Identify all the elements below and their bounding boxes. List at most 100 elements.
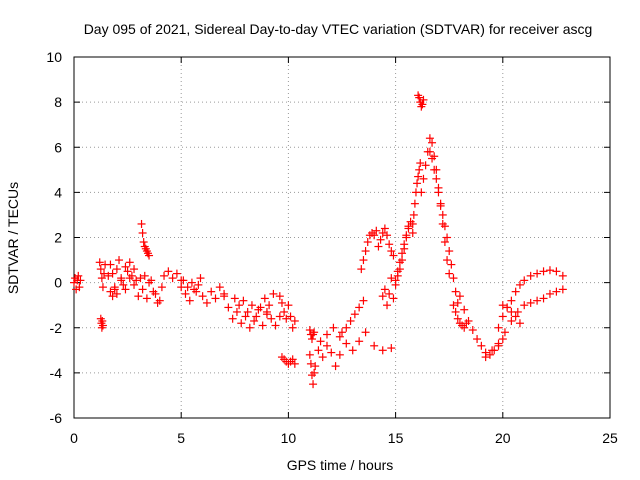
data-point <box>451 287 460 296</box>
data-point <box>402 231 411 240</box>
data-point <box>376 235 385 244</box>
data-point <box>307 335 316 344</box>
data-point <box>117 276 126 285</box>
data-point <box>125 274 134 283</box>
data-point <box>515 280 524 289</box>
data-point <box>215 283 224 292</box>
data-point <box>74 271 83 280</box>
data-point <box>119 280 128 289</box>
data-point <box>108 292 117 301</box>
data-point <box>363 238 372 247</box>
x-tick-label: 15 <box>388 430 404 446</box>
y-tick-label: -6 <box>50 410 63 426</box>
data-point <box>96 265 105 274</box>
data-point <box>449 301 458 310</box>
data-point <box>137 219 146 228</box>
data-point <box>404 222 413 231</box>
data-point <box>132 276 141 285</box>
data-point <box>520 301 529 310</box>
data-point <box>451 307 460 316</box>
data-point <box>269 289 278 298</box>
data-point <box>130 265 139 274</box>
data-point <box>121 262 130 271</box>
grid-lines <box>74 57 610 418</box>
data-point <box>507 307 516 316</box>
data-point <box>250 316 259 325</box>
data-point <box>348 346 357 355</box>
data-point <box>237 319 246 328</box>
data-point <box>445 269 454 278</box>
data-point <box>145 278 154 287</box>
data-point <box>447 260 456 269</box>
data-point <box>387 344 396 353</box>
data-points <box>70 91 567 389</box>
data-point <box>545 289 554 298</box>
data-point <box>267 314 276 323</box>
data-point <box>160 271 169 280</box>
data-point <box>282 314 291 323</box>
data-point <box>305 326 314 335</box>
data-point <box>202 298 211 307</box>
data-point <box>183 283 192 292</box>
data-point <box>121 285 130 294</box>
data-point <box>228 314 237 323</box>
y-tick-label: 8 <box>54 94 62 110</box>
data-point <box>149 287 158 296</box>
data-point <box>391 276 400 285</box>
data-point <box>383 231 392 240</box>
data-point <box>413 179 422 188</box>
data-point <box>145 251 154 260</box>
data-point <box>108 269 117 278</box>
data-point <box>533 296 542 305</box>
y-tick-label: 10 <box>46 49 62 65</box>
y-tick-labels: -6 -4 -2 0 2 4 6 8 10 <box>46 49 62 426</box>
data-point <box>416 159 425 168</box>
data-point <box>494 323 503 332</box>
data-point <box>185 296 194 305</box>
y-tick-label: 2 <box>54 230 62 246</box>
data-point <box>453 314 462 323</box>
data-point <box>503 303 512 312</box>
data-point <box>134 292 143 301</box>
data-point <box>389 294 398 303</box>
data-point <box>477 341 486 350</box>
data-point <box>498 312 507 321</box>
data-point <box>434 188 443 197</box>
data-point <box>440 238 449 247</box>
data-point <box>275 312 284 321</box>
data-point <box>97 274 106 283</box>
x-axis-label: GPS time / hours <box>287 457 394 473</box>
data-point <box>436 199 445 208</box>
y-tick-label: 4 <box>54 184 62 200</box>
x-tick-label: 5 <box>177 430 185 446</box>
data-point <box>432 174 441 183</box>
data-point <box>245 323 254 332</box>
data-point <box>385 240 394 249</box>
data-point <box>460 305 469 314</box>
data-point <box>408 219 417 228</box>
data-point <box>410 199 419 208</box>
data-point <box>331 362 340 371</box>
data-point <box>414 172 423 181</box>
data-point <box>539 294 548 303</box>
data-point <box>322 341 331 350</box>
data-point <box>445 247 454 256</box>
data-point <box>329 323 338 332</box>
data-point <box>355 303 364 312</box>
data-point <box>138 228 147 237</box>
data-point <box>271 321 280 330</box>
data-point <box>428 154 437 163</box>
data-point <box>286 312 295 321</box>
data-point <box>230 294 239 303</box>
data-point <box>357 265 366 274</box>
data-point <box>232 307 241 316</box>
data-point <box>383 301 392 310</box>
data-point <box>449 274 458 283</box>
data-point <box>393 267 402 276</box>
data-point <box>106 287 115 296</box>
data-point <box>511 312 520 321</box>
data-point <box>507 296 516 305</box>
data-point <box>187 278 196 287</box>
data-point <box>558 285 567 294</box>
